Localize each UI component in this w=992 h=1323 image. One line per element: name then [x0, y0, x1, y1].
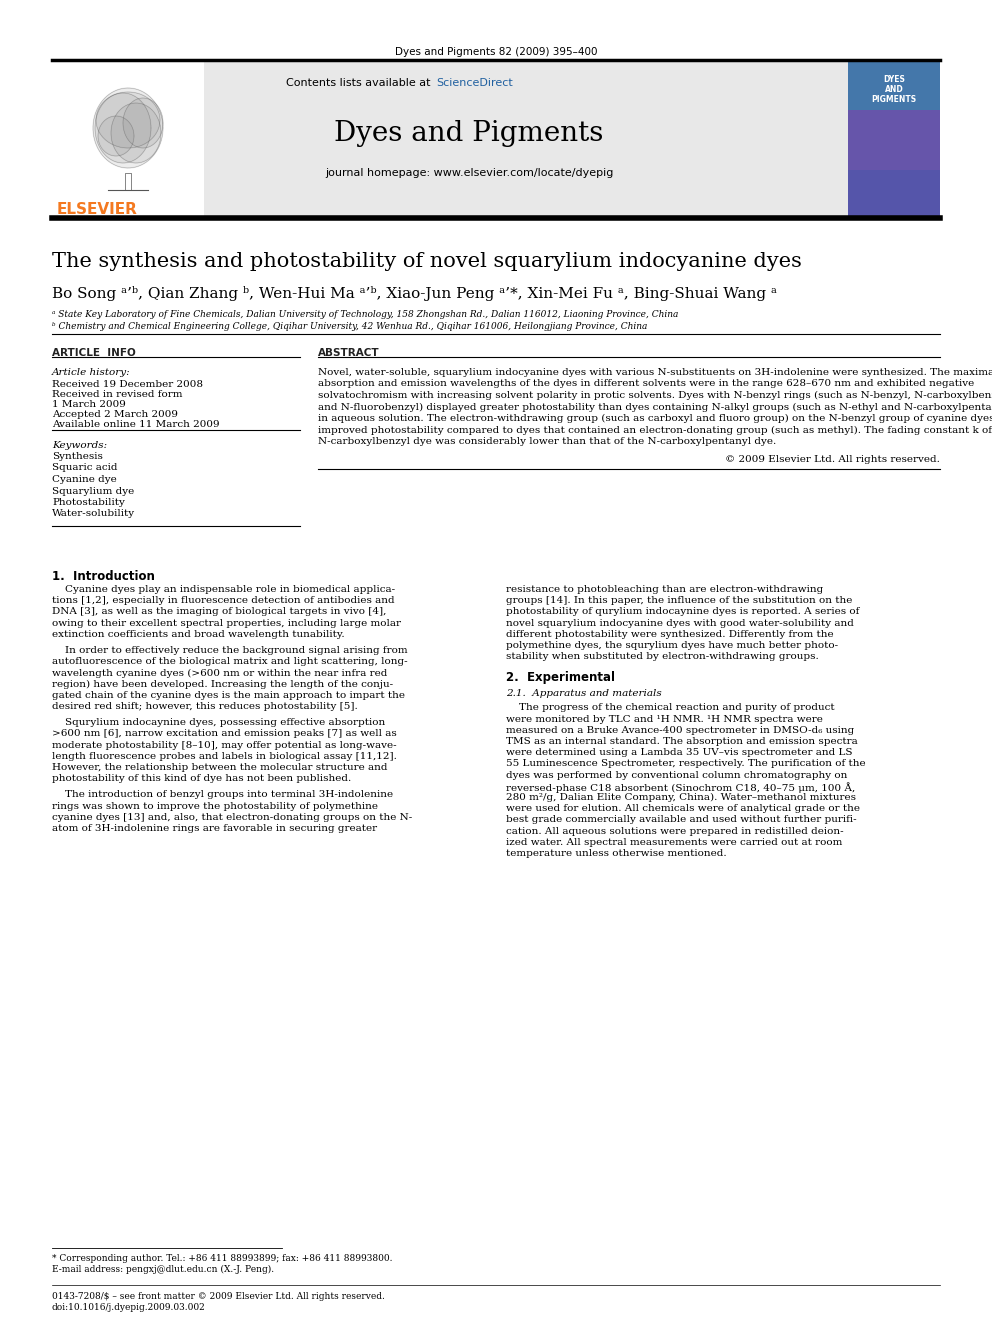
Text: 2.1.  Apparatus and materials: 2.1. Apparatus and materials: [506, 689, 662, 699]
Text: doi:10.1016/j.dyepig.2009.03.002: doi:10.1016/j.dyepig.2009.03.002: [52, 1303, 205, 1312]
Text: The progress of the chemical reaction and purity of product: The progress of the chemical reaction an…: [506, 704, 834, 712]
Text: Contents lists available at: Contents lists available at: [286, 78, 434, 89]
Bar: [848, 60, 940, 218]
Text: stability when substituted by electron-withdrawing groups.: stability when substituted by electron-w…: [506, 652, 818, 662]
Text: N-carboxylbenzyl dye was considerably lower than that of the N-carboxylpentanyl : N-carboxylbenzyl dye was considerably lo…: [318, 437, 777, 446]
Text: Bo Song ᵃ’ᵇ, Qian Zhang ᵇ, Wen-Hui Ma ᵃ’ᵇ, Xiao-Jun Peng ᵃ’*, Xin-Mei Fu ᵃ, Bing: Bo Song ᵃ’ᵇ, Qian Zhang ᵇ, Wen-Hui Ma ᵃ’…: [52, 286, 777, 302]
Text: journal homepage: www.elsevier.com/locate/dyepig: journal homepage: www.elsevier.com/locat…: [324, 168, 613, 179]
Text: Accepted 2 March 2009: Accepted 2 March 2009: [52, 410, 178, 419]
Text: Received in revised form: Received in revised form: [52, 390, 183, 400]
Text: autofluorescence of the biological matrix and light scattering, long-: autofluorescence of the biological matri…: [52, 658, 408, 667]
Text: photostability of this kind of dye has not been published.: photostability of this kind of dye has n…: [52, 774, 351, 783]
Text: absorption and emission wavelengths of the dyes in different solvents were in th: absorption and emission wavelengths of t…: [318, 380, 974, 389]
Text: ABSTRACT: ABSTRACT: [318, 348, 380, 359]
Text: Photostability: Photostability: [52, 497, 125, 507]
Text: desired red shift; however, this reduces photostability [5].: desired red shift; however, this reduces…: [52, 703, 358, 710]
Polygon shape: [95, 93, 151, 163]
Bar: [848, 60, 940, 169]
Text: 0143-7208/$ – see front matter © 2009 Elsevier Ltd. All rights reserved.: 0143-7208/$ – see front matter © 2009 El…: [52, 1293, 385, 1301]
Text: 1.  Introduction: 1. Introduction: [52, 570, 155, 583]
Polygon shape: [98, 116, 134, 156]
Text: resistance to photobleaching than are electron-withdrawing: resistance to photobleaching than are el…: [506, 585, 823, 594]
Text: © 2009 Elsevier Ltd. All rights reserved.: © 2009 Elsevier Ltd. All rights reserved…: [725, 455, 940, 463]
Text: moderate photostability [8–10], may offer potential as long-wave-: moderate photostability [8–10], may offe…: [52, 741, 397, 750]
Bar: [848, 60, 940, 110]
Text: TMS as an internal standard. The absorption and emission spectra: TMS as an internal standard. The absorpt…: [506, 737, 858, 746]
Text: extinction coefficients and broad wavelength tunability.: extinction coefficients and broad wavele…: [52, 630, 344, 639]
Text: improved photostability compared to dyes that contained an electron-donating gro: improved photostability compared to dyes…: [318, 426, 992, 435]
Text: measured on a Bruke Avance-400 spectrometer in DMSO-d₆ using: measured on a Bruke Avance-400 spectrome…: [506, 726, 854, 734]
Text: AND: AND: [885, 85, 904, 94]
Text: 2.  Experimental: 2. Experimental: [506, 671, 615, 684]
Bar: [52, 60, 204, 218]
Polygon shape: [93, 89, 163, 168]
Text: The introduction of benzyl groups into terminal 3H-indolenine: The introduction of benzyl groups into t…: [52, 790, 393, 799]
Text: owing to their excellent spectral properties, including large molar: owing to their excellent spectral proper…: [52, 619, 401, 627]
Text: * Corresponding author. Tel.: +86 411 88993899; fax: +86 411 88993800.: * Corresponding author. Tel.: +86 411 88…: [52, 1254, 393, 1263]
Text: cation. All aqueous solutions were prepared in redistilled deion-: cation. All aqueous solutions were prepa…: [506, 827, 843, 836]
Text: Water-solubility: Water-solubility: [52, 509, 135, 519]
Text: Keywords:: Keywords:: [52, 441, 107, 450]
Text: atom of 3H-indolenine rings are favorable in securing greater: atom of 3H-indolenine rings are favorabl…: [52, 824, 377, 833]
Text: best grade commercially available and used without further purifi-: best grade commercially available and us…: [506, 815, 857, 824]
Text: gated chain of the cyanine dyes is the main approach to impart the: gated chain of the cyanine dyes is the m…: [52, 691, 405, 700]
Text: novel squarylium indocyanine dyes with good water-solubility and: novel squarylium indocyanine dyes with g…: [506, 619, 854, 627]
Text: However, the relationship between the molecular structure and: However, the relationship between the mo…: [52, 763, 388, 773]
Text: Squrylium indocaynine dyes, possessing effective absorption: Squrylium indocaynine dyes, possessing e…: [52, 718, 385, 728]
Text: different photostability were synthesized. Differently from the: different photostability were synthesize…: [506, 630, 833, 639]
Polygon shape: [123, 98, 163, 148]
Bar: [52, 60, 940, 218]
Text: Cyanine dyes play an indispensable role in biomedical applica-: Cyanine dyes play an indispensable role …: [52, 585, 395, 594]
Text: polymethine dyes, the squrylium dyes have much better photo-: polymethine dyes, the squrylium dyes hav…: [506, 642, 838, 650]
Text: 280 m²/g, Dalian Elite Company, China). Water–methanol mixtures: 280 m²/g, Dalian Elite Company, China). …: [506, 792, 856, 802]
Text: 55 Luminescence Spectrometer, respectively. The purification of the: 55 Luminescence Spectrometer, respective…: [506, 759, 866, 769]
Text: E-mail address: pengxj@dlut.edu.cn (X.-J. Peng).: E-mail address: pengxj@dlut.edu.cn (X.-J…: [52, 1265, 274, 1274]
Text: DYES: DYES: [883, 75, 905, 83]
Text: temperature unless otherwise mentioned.: temperature unless otherwise mentioned.: [506, 849, 726, 859]
Text: >600 nm [6], narrow excitation and emission peaks [7] as well as: >600 nm [6], narrow excitation and emiss…: [52, 729, 397, 738]
Text: ELSEVIER: ELSEVIER: [57, 202, 138, 217]
Text: in aqueous solution. The electron-withdrawing group (such as carboxyl and fluoro: in aqueous solution. The electron-withdr…: [318, 414, 992, 423]
Text: Dyes and Pigments: Dyes and Pigments: [334, 120, 604, 147]
Text: Synthesis: Synthesis: [52, 452, 103, 460]
Text: were determined using a Lambda 35 UV–vis spectrometer and LS: were determined using a Lambda 35 UV–vis…: [506, 749, 852, 757]
Text: cyanine dyes [13] and, also, that electron-donating groups on the N-: cyanine dyes [13] and, also, that electr…: [52, 812, 413, 822]
Text: were monitored by TLC and ¹H NMR. ¹H NMR spectra were: were monitored by TLC and ¹H NMR. ¹H NMR…: [506, 714, 823, 724]
Text: Squarylium dye: Squarylium dye: [52, 487, 134, 496]
Text: were used for elution. All chemicals were of analytical grade or the: were used for elution. All chemicals wer…: [506, 804, 860, 814]
Text: DNA [3], as well as the imaging of biological targets in vivo [4],: DNA [3], as well as the imaging of biolo…: [52, 607, 386, 617]
Text: reversed-phase C18 absorbent (Sinochrom C18, 40–75 μm, 100 Å,: reversed-phase C18 absorbent (Sinochrom …: [506, 782, 855, 792]
Text: Received 19 December 2008: Received 19 December 2008: [52, 380, 203, 389]
Text: tions [1,2], especially in fluorescence detection of antibodies and: tions [1,2], especially in fluorescence …: [52, 597, 395, 605]
Text: Cyanine dye: Cyanine dye: [52, 475, 117, 484]
Text: PIGMENTS: PIGMENTS: [871, 95, 917, 105]
Text: wavelength cyanine dyes (>600 nm or within the near infra red: wavelength cyanine dyes (>600 nm or with…: [52, 668, 387, 677]
Text: and N-fluorobenzyl) displayed greater photostability than dyes containing N-alky: and N-fluorobenzyl) displayed greater ph…: [318, 402, 992, 411]
Text: Article history:: Article history:: [52, 368, 131, 377]
Polygon shape: [111, 103, 161, 163]
Text: photostability of qurylium indocaynine dyes is reported. A series of: photostability of qurylium indocaynine d…: [506, 607, 859, 617]
Text: solvatochromism with increasing solvent polarity in protic solvents. Dyes with N: solvatochromism with increasing solvent …: [318, 392, 992, 400]
Text: Squaric acid: Squaric acid: [52, 463, 117, 472]
Text: Novel, water-soluble, squarylium indocyanine dyes with various N-substituents on: Novel, water-soluble, squarylium indocya…: [318, 368, 992, 377]
Polygon shape: [96, 93, 160, 148]
Text: 1 March 2009: 1 March 2009: [52, 400, 126, 409]
Text: ScienceDirect: ScienceDirect: [436, 78, 513, 89]
Text: ᵃ State Key Laboratory of Fine Chemicals, Dalian University of Technology, 158 Z: ᵃ State Key Laboratory of Fine Chemicals…: [52, 310, 679, 319]
Text: In order to effectively reduce the background signal arising from: In order to effectively reduce the backg…: [52, 646, 408, 655]
Text: ized water. All spectral measurements were carried out at room: ized water. All spectral measurements we…: [506, 837, 842, 847]
Text: dyes was performed by conventional column chromatography on: dyes was performed by conventional colum…: [506, 770, 847, 779]
Text: groups [14]. In this paper, the influence of the substitution on the: groups [14]. In this paper, the influenc…: [506, 597, 852, 605]
Text: ARTICLE  INFO: ARTICLE INFO: [52, 348, 136, 359]
Text: Available online 11 March 2009: Available online 11 March 2009: [52, 419, 219, 429]
Text: The synthesis and photostability of novel squarylium indocyanine dyes: The synthesis and photostability of nove…: [52, 251, 802, 271]
Text: Dyes and Pigments 82 (2009) 395–400: Dyes and Pigments 82 (2009) 395–400: [395, 48, 597, 57]
Text: region) have been developed. Increasing the length of the conju-: region) have been developed. Increasing …: [52, 680, 393, 689]
Text: rings was shown to improve the photostability of polymethine: rings was shown to improve the photostab…: [52, 802, 378, 811]
Text: length fluorescence probes and labels in biological assay [11,12].: length fluorescence probes and labels in…: [52, 751, 397, 761]
Text: ᵇ Chemistry and Chemical Engineering College, Qiqihar University, 42 Wenhua Rd.,: ᵇ Chemistry and Chemical Engineering Col…: [52, 321, 648, 331]
